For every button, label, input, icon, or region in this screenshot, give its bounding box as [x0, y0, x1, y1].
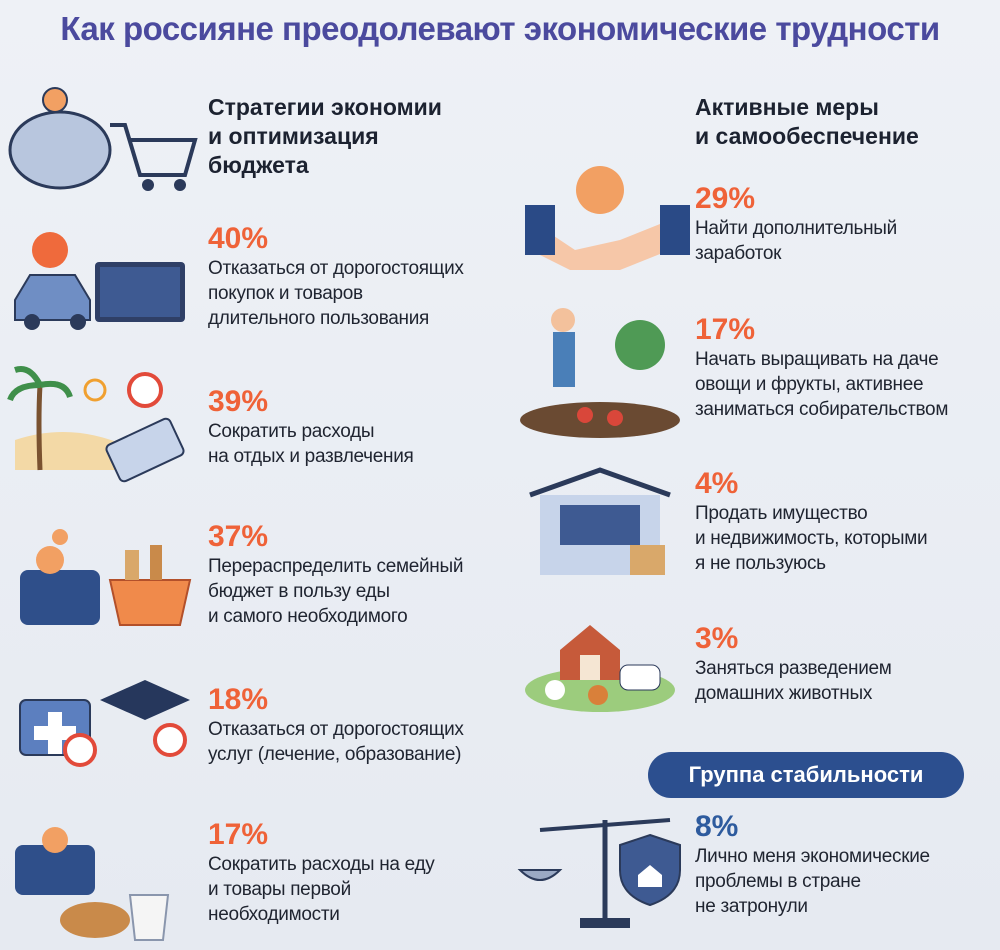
heading-line: бюджета	[208, 152, 309, 178]
item-text: Отказаться от дорогостоящих	[208, 719, 464, 740]
item-text: не затронули	[695, 896, 808, 917]
section-heading: Активные меры и самообеспечение	[695, 93, 919, 151]
item-text: Отказаться от дорогостоящих	[208, 258, 464, 279]
percent: 18%	[208, 683, 269, 716]
item-text: и недвижимость, которыми	[695, 528, 928, 549]
item-text: покупок и товаров	[208, 283, 363, 304]
item-text: Продать имущество	[695, 503, 868, 524]
stability-badge: Группа стабильности	[648, 752, 964, 798]
item-text: и товары первой	[208, 879, 351, 900]
title: Как россияне преодолевают экономические …	[60, 10, 940, 47]
item-text: Заняться разведением	[695, 658, 892, 679]
item: 29% Найти дополнительный заработок	[695, 182, 897, 266]
item: 4% Продать имущество и недвижимость, котор…	[695, 467, 928, 576]
item-text: заниматься собирательством	[695, 399, 949, 420]
item: 39% Сократить расходы на отдых и развлечен…	[208, 385, 414, 469]
percent: 17%	[695, 313, 756, 346]
percent: 37%	[208, 520, 269, 553]
percent: 3%	[695, 622, 739, 655]
item-text: Лично меня экономические	[695, 846, 930, 867]
percent: 40%	[208, 222, 269, 255]
percent: 8%	[695, 810, 739, 843]
item-text: заработок	[695, 243, 782, 264]
heading-line: Активные меры	[695, 94, 879, 120]
item-text: проблемы в стране	[695, 871, 861, 892]
item-text: Начать выращивать на даче	[695, 349, 939, 370]
item: 17% Сократить расходы на еду и товары перв…	[208, 818, 435, 927]
heading-line: Стратегии экономии	[208, 94, 442, 120]
item: 3% Заняться разведением домашних животных	[695, 622, 892, 706]
item: 18% Отказаться от дорогостоящих услуг (леч…	[208, 683, 464, 767]
percent: 39%	[208, 385, 269, 418]
percent: 4%	[695, 467, 739, 500]
item-text: бюджет в пользу еды	[208, 581, 390, 602]
item: 40% Отказаться от дорогостоящих покупок и …	[208, 222, 464, 331]
item: 8% Лично меня экономические проблемы в стр…	[695, 810, 930, 919]
item-text: и самого необходимого	[208, 606, 408, 627]
item: 17% Начать выращивать на даче овощи и фрук…	[695, 313, 948, 422]
heading-line: и самообеспечение	[695, 123, 919, 149]
item-text: Сократить расходы	[208, 421, 375, 442]
item-text: Перераспределить семейный	[208, 556, 464, 577]
percent: 17%	[208, 818, 269, 851]
item-text: Найти дополнительный	[695, 218, 897, 239]
item-text: Сократить расходы на еду	[208, 854, 435, 875]
item-text: необходимости	[208, 904, 340, 925]
heading-line: и оптимизация	[208, 123, 379, 149]
item-text: домашних животных	[695, 683, 873, 704]
item-text: услуг (лечение, образование)	[208, 744, 462, 765]
item-text: длительного пользования	[208, 308, 430, 329]
item: 37% Перераспределить семейный бюджет в пол…	[208, 520, 463, 629]
item-text: я не пользуюсь	[695, 553, 826, 574]
section-heading: Стратегии экономии и оптимизация бюджета	[208, 93, 442, 180]
item-text: овощи и фрукты, активнее	[695, 374, 924, 395]
item-text: на отдых и развлечения	[208, 446, 414, 467]
percent: 29%	[695, 182, 756, 215]
